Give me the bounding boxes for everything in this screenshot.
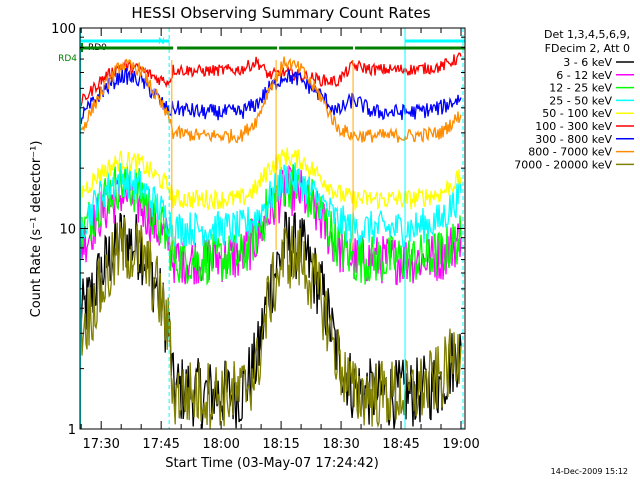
- legend-label-1: 6 - 12 keV: [556, 69, 612, 82]
- x-tick-label-1830: 18:30: [322, 437, 359, 452]
- x-tick-label-1845: 18:45: [382, 437, 419, 452]
- legend-label-3: 25 - 50 keV: [549, 94, 612, 107]
- legend-label-5: 100 - 300 keV: [535, 120, 612, 133]
- x-tick-label-1800: 18:00: [202, 437, 239, 452]
- x-axis: 17:30 17:45 18:00 18:15 18:30 18:45 19:00: [80, 28, 480, 452]
- series-group: [80, 52, 462, 429]
- legend-label-2: 12 - 25 keV: [549, 82, 612, 95]
- legend-label-4: 50 - 100 keV: [542, 107, 612, 120]
- n-label: N: [158, 37, 165, 47]
- x-tick-label-1900: 19:00: [442, 437, 479, 452]
- y-tick-label-100: 100: [51, 22, 76, 37]
- series-line-800-7000-kev: [80, 56, 462, 145]
- legend-header-0: Det 1,3,4,5,6,9,: [544, 28, 630, 41]
- y-axis: 1 10 100: [51, 22, 465, 438]
- series-line-50-100-kev: [80, 147, 462, 212]
- legend-label-6: 300 - 800 keV: [535, 133, 612, 146]
- timestamp: 14-Dec-2009 15:12: [551, 467, 628, 476]
- x-axis-label: Start Time (03-May-07 17:24:42): [165, 456, 379, 471]
- x-tick-label-1815: 18:15: [262, 437, 299, 452]
- y-tick-label-1: 1: [68, 423, 76, 438]
- x-tick-label-1745: 17:45: [142, 437, 179, 452]
- legend-label-7: 800 - 7000 keV: [528, 146, 612, 159]
- chart-title: HESSI Observing Summary Count Rates: [131, 4, 430, 22]
- rd4-label: RD4: [58, 54, 77, 64]
- series-line-7000-20000-kev: [80, 217, 462, 429]
- legend-header-1: FDecim 2, Att 0: [545, 42, 630, 55]
- series-line-25-50-kev: [80, 162, 462, 248]
- legend-label-0: 3 - 6 keV: [563, 56, 612, 69]
- series-line-6-12-kev: [80, 164, 462, 286]
- legend-label-8: 7000 - 20000 keV: [514, 158, 612, 171]
- y-axis-label: Count Rate (s⁻¹ detector⁻¹): [29, 141, 44, 318]
- y-tick-label-10: 10: [59, 223, 76, 238]
- legend: Det 1,3,4,5,6,9,FDecim 2, Att 03 - 6 keV…: [514, 28, 634, 171]
- x-tick-label-1730: 17:30: [82, 437, 119, 452]
